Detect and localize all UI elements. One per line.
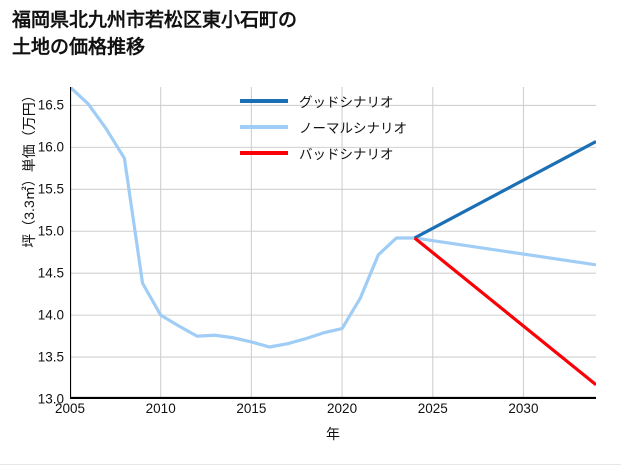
x-tick-label: 2020 [327, 401, 358, 416]
x-tick-label: 2030 [508, 401, 539, 416]
x-tick-label: 2010 [145, 401, 176, 416]
y-tick-label: 15.5 [37, 181, 64, 197]
page-title: 福岡県北九州市若松区東小石町の 土地の価格推移 [12, 10, 298, 58]
chart-legend: グッドシナリオ ノーマルシナリオ バッドシナリオ [240, 88, 490, 166]
y-tick-label: 13.5 [37, 349, 64, 365]
y-tick-label: 16.5 [37, 97, 64, 113]
chart-svg [70, 87, 596, 399]
gridlines [70, 87, 596, 399]
x-axis-label: 年 [326, 426, 340, 442]
legend-swatch-icon [240, 151, 288, 155]
plot-area [70, 87, 596, 399]
series-line [413, 236, 596, 386]
legend-swatch-icon [240, 99, 288, 103]
series-line [70, 87, 596, 349]
legend-swatch-icon [240, 125, 288, 129]
x-tick-label: 2015 [236, 401, 267, 416]
y-tick-label: 16.0 [37, 139, 64, 155]
legend-item[interactable]: バッドシナリオ [240, 140, 490, 166]
y-tick-label: 13.0 [37, 391, 64, 407]
legend-label: グッドシナリオ [299, 95, 394, 110]
legend-item[interactable]: グッドシナリオ [240, 88, 490, 114]
legend-label: バッドシナリオ [299, 147, 394, 162]
x-tick-label: 2005 [54, 401, 86, 416]
series-line [413, 140, 596, 240]
x-tick-label: 2025 [417, 401, 448, 416]
legend-label: ノーマルシナリオ [299, 121, 407, 136]
y-tick-label: 15.0 [37, 223, 64, 239]
y-tick-label: 14.0 [37, 307, 64, 323]
x-axis-ticks: 2005 2010 2015 2020 2025 2030 [55, 401, 596, 423]
series-lines [70, 87, 596, 386]
y-axis-ticks: 13.0 13.5 14.0 14.5 15.0 15.5 16.0 16.5 [0, 87, 64, 407]
legend-item[interactable]: ノーマルシナリオ [240, 114, 490, 140]
y-tick-label: 14.5 [37, 265, 64, 281]
